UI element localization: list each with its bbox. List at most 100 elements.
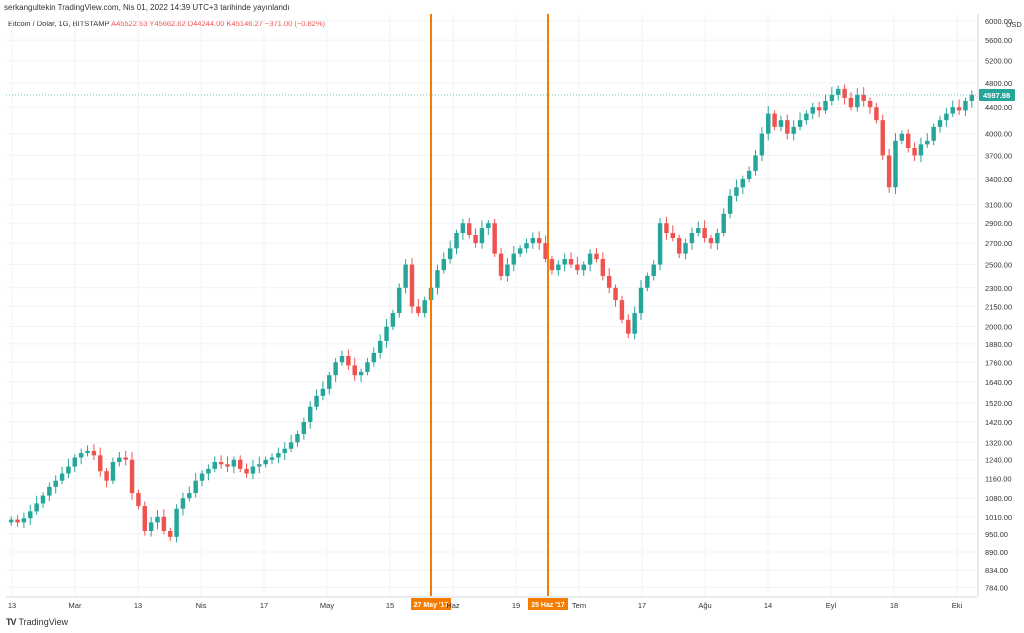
- time-tick-label: Mar: [69, 601, 82, 610]
- candle-body: [187, 493, 192, 499]
- candle-body: [193, 480, 198, 494]
- time-tick-label: 13: [134, 601, 142, 610]
- candle-body: [467, 223, 472, 236]
- candle-body: [727, 195, 733, 214]
- candle-body: [218, 461, 224, 465]
- candle-body: [613, 287, 618, 301]
- candle-body: [479, 228, 485, 244]
- candle-body: [855, 94, 860, 108]
- candle-body: [409, 264, 415, 307]
- price-tick-label: 4400.00: [985, 103, 1012, 112]
- candle-body: [956, 107, 962, 111]
- price-tick-label: 4800.00: [985, 79, 1012, 88]
- candle-body: [212, 461, 217, 469]
- time-tick-label: Nis: [196, 601, 207, 610]
- candle-body: [365, 362, 370, 372]
- date-markers: 27 May '17 25 Haz '17: [411, 14, 568, 610]
- candle-body: [66, 466, 71, 474]
- candle-body: [346, 355, 351, 366]
- publish-attribution: serkangultekin TradingView.com, Nis 01, …: [4, 3, 290, 12]
- candle-body: [155, 516, 160, 523]
- candle-body: [28, 511, 33, 519]
- candle-body: [937, 120, 943, 127]
- price-tick-label: 1320.00: [985, 438, 1012, 447]
- candle-body: [893, 140, 898, 188]
- candle-body: [339, 355, 345, 363]
- candle-body: [352, 365, 357, 376]
- candle-body: [810, 107, 815, 114]
- time-tick-label: Ağu: [698, 601, 711, 610]
- candle-body: [797, 120, 803, 127]
- date-marker-label: 25 Haz '17: [531, 602, 565, 609]
- ohlc-open: A45522.53: [111, 19, 148, 28]
- candle-body: [683, 243, 688, 254]
- candle-body: [250, 466, 256, 474]
- time-tick-label: 13: [8, 601, 16, 610]
- price-tick-label: 3100.00: [985, 201, 1012, 210]
- candle-body: [168, 530, 173, 537]
- candle-body: [320, 388, 326, 396]
- candle-body: [397, 287, 402, 314]
- ohlc-high: Y45662.62: [149, 19, 186, 28]
- candle-body: [715, 233, 720, 244]
- logo-text: TradingView: [18, 617, 69, 627]
- candle-body: [517, 248, 523, 254]
- candle-body: [447, 248, 453, 260]
- candle-body: [231, 459, 237, 467]
- candle-body: [740, 178, 746, 188]
- candle-body: [492, 223, 497, 254]
- candle-body: [295, 434, 300, 443]
- price-tick-label: 1010.00: [985, 513, 1012, 522]
- date-marker-label: 27 May '17: [414, 602, 449, 609]
- candle-body: [950, 107, 955, 114]
- candle-body: [759, 133, 765, 156]
- price-axis[interactable]: 6000.00 5600.00 5200.00 4800.00 4400.00 4000.…: [6, 14, 1022, 596]
- candle-body: [148, 522, 154, 531]
- candle-body: [524, 243, 529, 249]
- candle-body: [377, 340, 383, 353]
- grid-lines: [6, 14, 977, 596]
- price-tick-label: 2150.00: [985, 303, 1012, 312]
- candle-body: [40, 495, 46, 504]
- price-tick-label: 1240.00: [985, 456, 1012, 465]
- candle-body: [15, 519, 20, 523]
- price-tick-label: 4000.00: [985, 130, 1012, 139]
- candle-body: [568, 259, 574, 265]
- symbol-legend: Bitcoin / Dolar, 1G, BITSTAMP A45522.53 …: [8, 19, 325, 28]
- time-axis[interactable]: 13 Mar 13 Nis 17 May 15 Haz 19 Tem 17 Ağu 14 Eyl 18 Eki: [6, 596, 977, 610]
- candle-body: [664, 223, 669, 234]
- candle-body: [619, 300, 625, 320]
- candle-body: [874, 107, 879, 121]
- candle-body: [91, 450, 97, 456]
- price-tick-label: 3700.00: [985, 151, 1012, 160]
- candle-body: [918, 144, 924, 156]
- candle-body: [785, 120, 790, 134]
- candle-body: [78, 453, 84, 458]
- candle-body: [969, 94, 975, 101]
- price-tick-label: 1880.00: [985, 340, 1012, 349]
- candle-body: [307, 406, 313, 423]
- price-tick-label: 784.00: [985, 583, 1008, 592]
- date-marker-badge: [411, 598, 451, 610]
- candle-body: [276, 453, 281, 458]
- candle-body: [651, 264, 656, 276]
- candle-body: [505, 264, 510, 276]
- candle-body: [829, 94, 835, 101]
- candle-body: [676, 238, 682, 254]
- price-tick-label: 3400.00: [985, 175, 1012, 184]
- candle-body: [117, 457, 122, 462]
- candle-body: [823, 100, 828, 111]
- price-tick-label: 2900.00: [985, 219, 1012, 228]
- candle-body: [257, 464, 262, 467]
- candle-body: [963, 100, 968, 111]
- candle-body: [244, 468, 249, 474]
- price-tick-label: 2700.00: [985, 239, 1012, 248]
- candle-body: [72, 457, 78, 467]
- candle-body: [129, 459, 135, 494]
- candle-body: [174, 508, 179, 537]
- candle-body: [511, 253, 516, 265]
- candle-body: [816, 107, 822, 111]
- candle-body: [753, 155, 758, 171]
- ohlc-close: K45146.27: [226, 19, 263, 28]
